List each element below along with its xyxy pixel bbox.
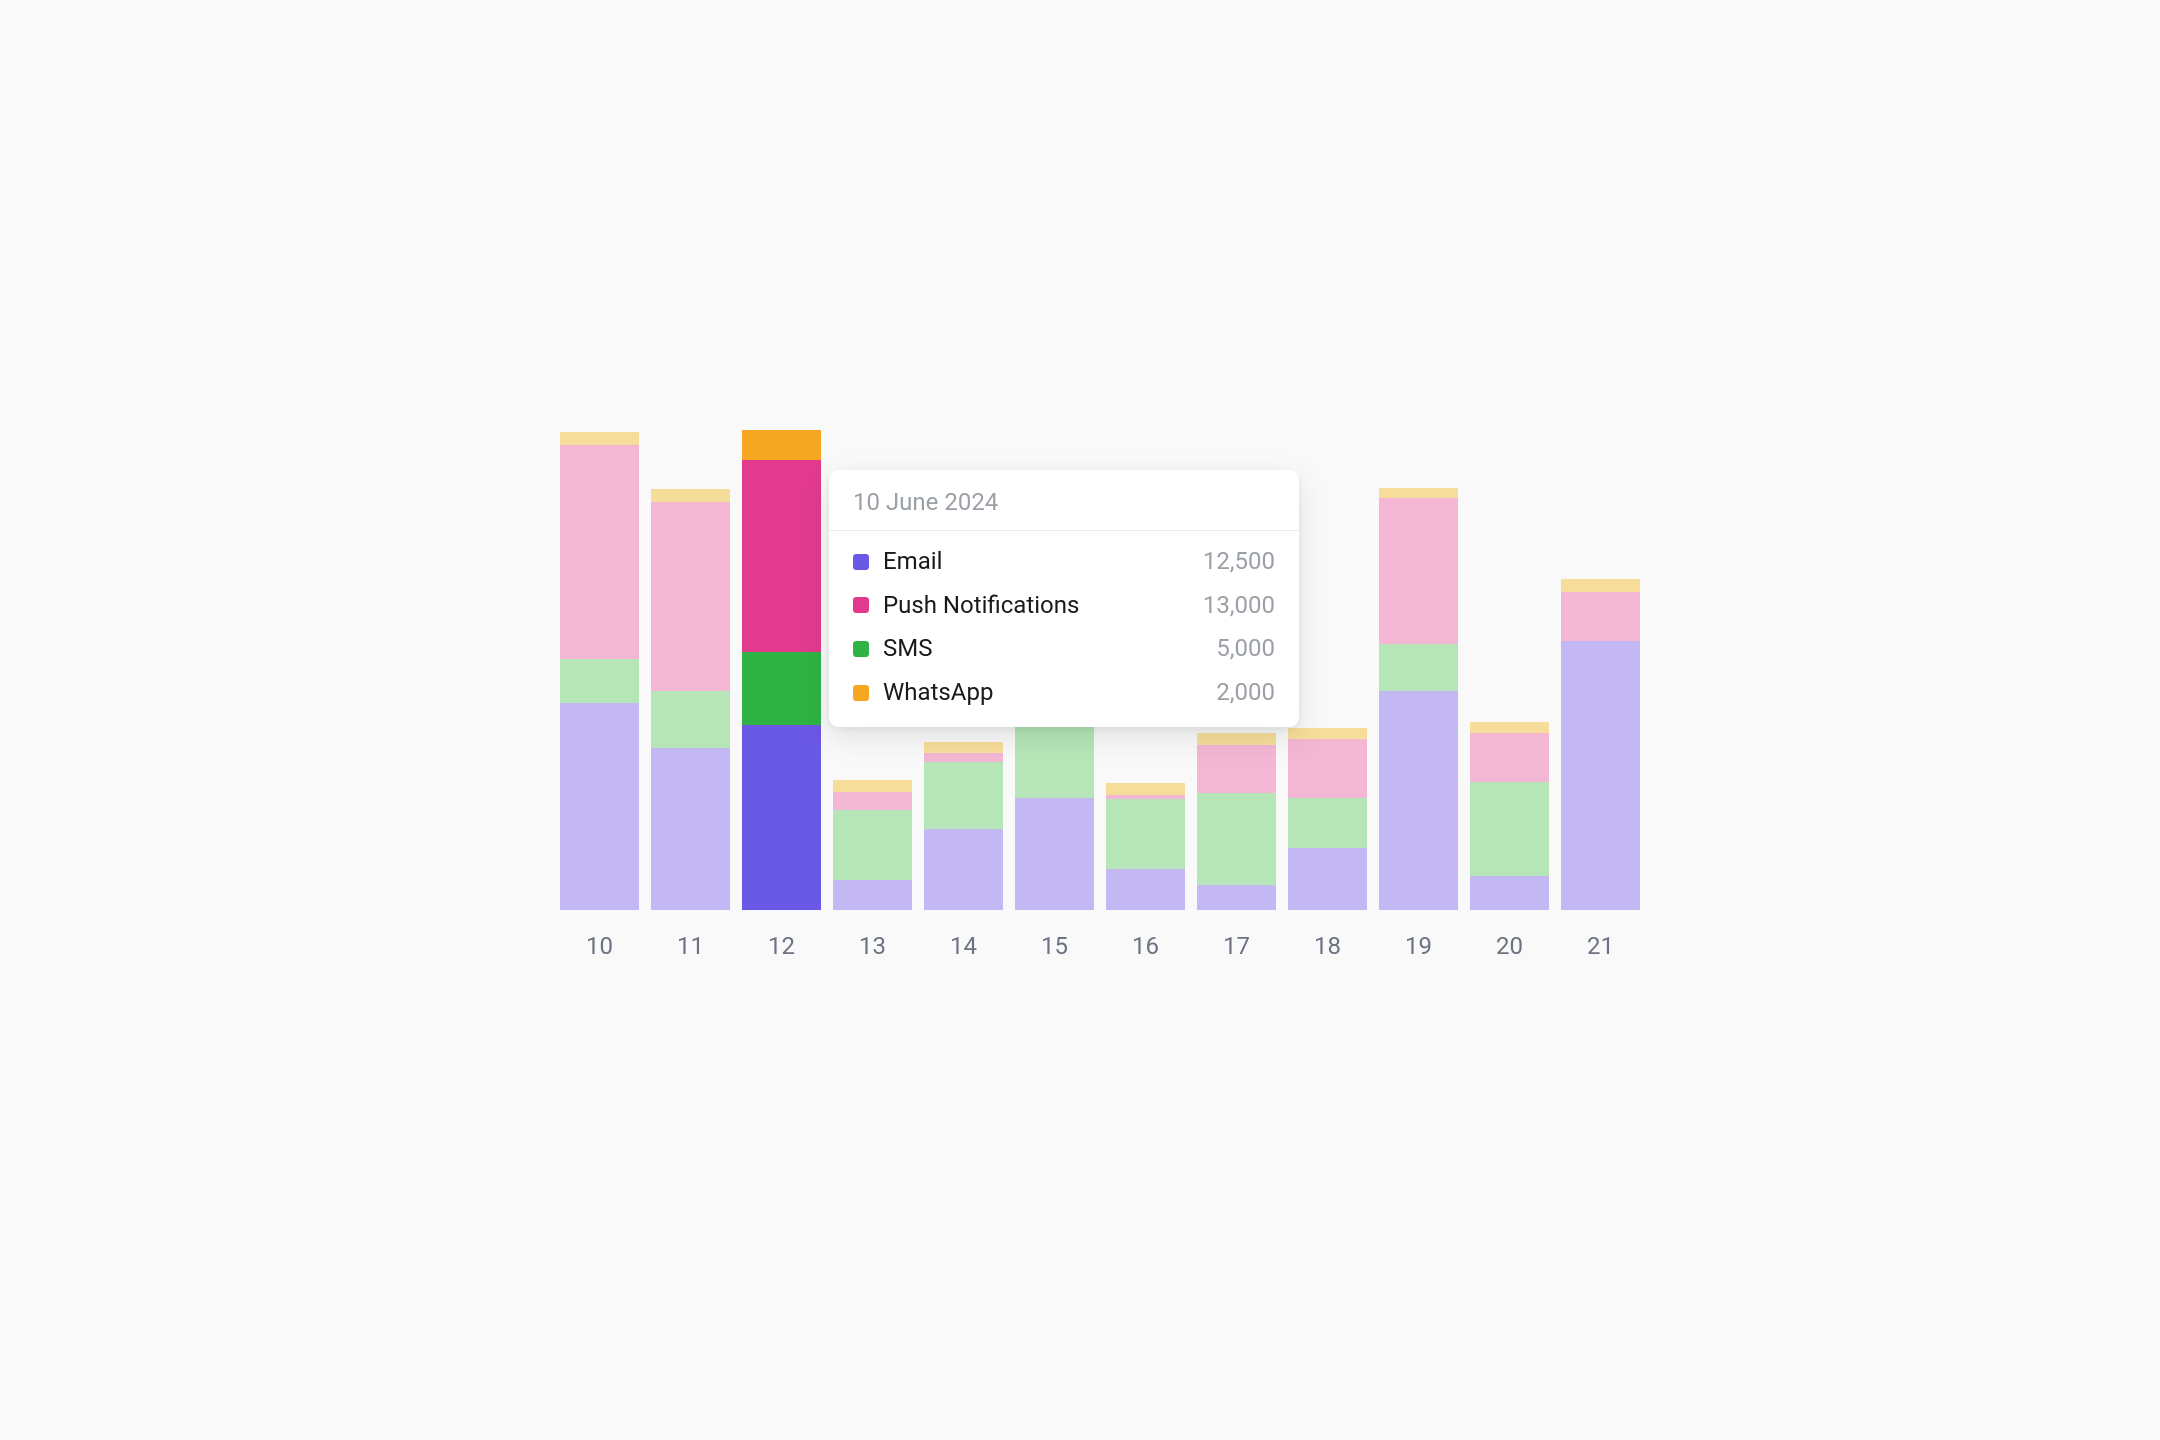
bar-segment-email — [1288, 848, 1367, 910]
bar-segment-email — [1470, 876, 1549, 910]
bar-segment-whatsapp — [1470, 722, 1549, 732]
bar-segment-push — [1379, 498, 1458, 644]
bar-segment-sms — [1470, 782, 1549, 877]
bar[interactable] — [1470, 430, 1549, 910]
bar-segment-email — [1561, 641, 1640, 910]
bar-segment-sms — [924, 762, 1003, 828]
bar-segment-sms — [651, 691, 730, 747]
bar-segment-whatsapp — [1288, 728, 1367, 738]
x-axis-label: 12 — [742, 932, 821, 960]
bar-segment-push — [924, 753, 1003, 762]
x-axis-label: 18 — [1288, 932, 1367, 960]
push-swatch-icon — [853, 597, 869, 613]
bar-segment-sms — [1015, 721, 1094, 798]
bar-segment-sms — [1197, 793, 1276, 885]
tooltip-row-label: Push Notifications — [883, 589, 1203, 623]
email-swatch-icon — [853, 554, 869, 570]
chart-x-axis: 10 11 12 13 14 15 16 17 18 19 20 21 — [560, 932, 1640, 960]
tooltip-row-value: 2,000 — [1216, 676, 1275, 710]
bar-segment-email — [651, 748, 730, 910]
x-axis-label: 13 — [833, 932, 912, 960]
bar-segment-email — [1197, 885, 1276, 910]
bar-segment-email — [1015, 798, 1094, 910]
tooltip-row-label: WhatsApp — [883, 676, 1216, 710]
bar-segment-sms — [742, 652, 821, 726]
tooltip-row-value: 5,000 — [1216, 632, 1275, 666]
bar-segment-push — [1561, 592, 1640, 641]
x-axis-label: 10 — [560, 932, 639, 960]
bar[interactable] — [742, 430, 821, 910]
bar-segment-email — [742, 725, 821, 910]
bar-segment-sms — [560, 659, 639, 703]
x-axis-label: 21 — [1561, 932, 1640, 960]
bar[interactable] — [1288, 430, 1367, 910]
bar-segment-push — [742, 460, 821, 652]
sms-swatch-icon — [853, 641, 869, 657]
x-axis-label: 16 — [1106, 932, 1185, 960]
tooltip-row-label: SMS — [883, 632, 1216, 666]
x-axis-label: 19 — [1379, 932, 1458, 960]
bar-segment-push — [1288, 739, 1367, 798]
canvas: 10 11 12 13 14 15 16 17 18 19 20 21 10 June 2024 Em… — [360, 240, 1800, 1200]
bar[interactable] — [1561, 430, 1640, 910]
bar[interactable] — [560, 430, 639, 910]
bar-segment-email — [560, 703, 639, 910]
bar-segment-sms — [1379, 644, 1458, 691]
bar-segment-push — [1197, 745, 1276, 794]
bar[interactable] — [651, 430, 730, 910]
chart-tooltip: 10 June 2024 Email12,500Push Notificatio… — [829, 470, 1299, 727]
bar-segment-whatsapp — [651, 489, 730, 502]
tooltip-row: WhatsApp2,000 — [853, 676, 1275, 710]
bar-segment-email — [1106, 869, 1185, 910]
bar-segment-whatsapp — [1561, 579, 1640, 592]
tooltip-row: Email12,500 — [853, 545, 1275, 579]
tooltip-row-value: 12,500 — [1203, 545, 1275, 579]
bar[interactable] — [1379, 430, 1458, 910]
tooltip-row-label: Email — [883, 545, 1203, 579]
x-axis-label: 11 — [651, 932, 730, 960]
tooltip-body: Email12,500Push Notifications13,000SMS5,… — [829, 531, 1299, 727]
tooltip-row-value: 13,000 — [1203, 589, 1275, 623]
bar-segment-push — [651, 502, 730, 691]
bar-segment-email — [833, 880, 912, 910]
stacked-bar-chart: 10 11 12 13 14 15 16 17 18 19 20 21 10 June 2024 Em… — [560, 430, 1640, 960]
bar-segment-whatsapp — [924, 742, 1003, 754]
bar-segment-email — [1379, 691, 1458, 910]
bar-segment-sms — [833, 810, 912, 881]
bar-segment-whatsapp — [1106, 783, 1185, 795]
x-axis-label: 17 — [1197, 932, 1276, 960]
bar-segment-whatsapp — [560, 432, 639, 445]
x-axis-label: 20 — [1470, 932, 1549, 960]
bar-segment-whatsapp — [833, 780, 912, 792]
x-axis-label: 14 — [924, 932, 1003, 960]
tooltip-row: SMS5,000 — [853, 632, 1275, 666]
bar-segment-whatsapp — [1197, 733, 1276, 745]
bar-segment-whatsapp — [742, 430, 821, 460]
bar-segment-sms — [1288, 798, 1367, 848]
bar-segment-whatsapp — [1379, 488, 1458, 498]
tooltip-title: 10 June 2024 — [829, 470, 1299, 531]
x-axis-label: 15 — [1015, 932, 1094, 960]
bar-segment-sms — [1106, 799, 1185, 868]
bar-segment-push — [833, 792, 912, 810]
bar-segment-email — [924, 829, 1003, 910]
bar-segment-push — [1470, 733, 1549, 782]
whatsapp-swatch-icon — [853, 685, 869, 701]
tooltip-row: Push Notifications13,000 — [853, 589, 1275, 623]
bar-segment-push — [560, 445, 639, 659]
